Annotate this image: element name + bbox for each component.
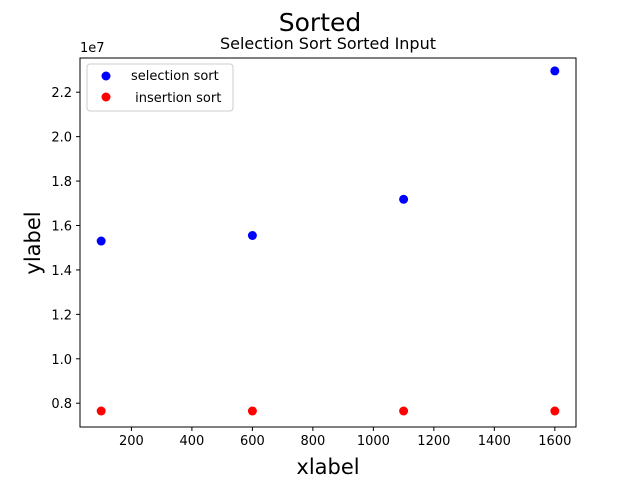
legend: selection sort insertion sort — [86, 63, 234, 112]
y-tick-label: 1.8 — [51, 175, 72, 190]
legend-marker-insertion — [101, 92, 111, 102]
y-tick-label: 1.6 — [51, 220, 72, 235]
plot-frame — [79, 57, 577, 428]
selection-sort-point — [96, 236, 106, 246]
plot-points — [96, 66, 560, 416]
selection-sort-point — [550, 66, 560, 76]
insertion-sort-point — [550, 406, 560, 416]
x-tick-label: 1400 — [478, 434, 511, 449]
insertion-sort-point — [247, 406, 257, 416]
x-axis: 200 400 600 800 1000 1200 1400 1600 — [119, 427, 571, 449]
y-tick-label: 2.0 — [51, 131, 72, 146]
x-tick-label: 600 — [240, 434, 265, 449]
y-offset-label: 1e7 — [80, 41, 105, 56]
legend-frame — [86, 63, 234, 112]
y-tick-label: 1.0 — [51, 353, 72, 368]
y-axis: 0.8 1.0 1.2 1.4 1.6 1.8 2.0 2.2 — [51, 86, 80, 412]
legend-label-insertion: insertion sort — [131, 91, 221, 106]
y-tick-label: 1.4 — [51, 264, 72, 279]
y-tick-label: 0.8 — [51, 397, 72, 412]
chart-suptitle: Sorted — [279, 8, 362, 37]
legend-marker-selection — [101, 71, 111, 81]
x-axis-label: xlabel — [296, 455, 359, 479]
y-tick-label: 2.2 — [51, 86, 72, 101]
insertion-sort-point — [96, 406, 106, 416]
insertion-sort-point — [399, 406, 409, 416]
x-tick-label: 800 — [300, 434, 325, 449]
x-tick-label: 200 — [119, 434, 144, 449]
y-axis-label: ylabel — [21, 211, 45, 274]
chart-title: Selection Sort Sorted Input — [220, 34, 436, 53]
selection-sort-point — [247, 231, 257, 241]
x-tick-label: 1600 — [538, 434, 571, 449]
selection-sort-point — [399, 194, 409, 204]
x-tick-label: 1000 — [357, 434, 390, 449]
legend-label-selection: selection sort — [131, 69, 219, 84]
x-tick-label: 1200 — [417, 434, 450, 449]
x-tick-label: 400 — [179, 434, 204, 449]
y-tick-label: 1.2 — [51, 308, 72, 323]
